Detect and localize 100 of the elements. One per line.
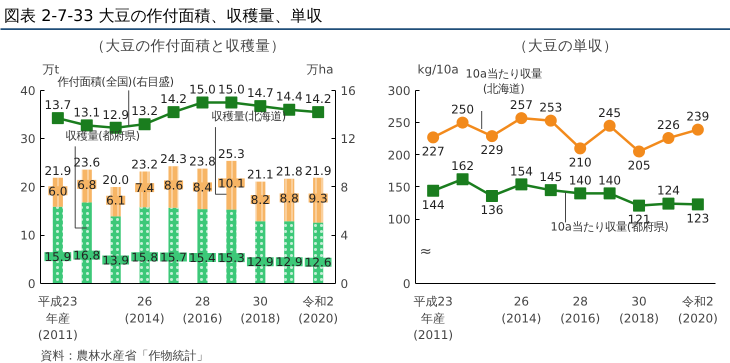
data-label: 140 — [598, 173, 622, 188]
y-tick-label: 10 — [20, 228, 36, 243]
data-label: 7.4 — [135, 181, 154, 196]
data-label: 14.4 — [276, 90, 303, 104]
data-label: 10.1 — [218, 176, 245, 190]
point — [225, 96, 238, 108]
y2-axis-title: 万ha — [306, 62, 334, 76]
point — [486, 190, 498, 202]
data-label: 124 — [656, 184, 680, 198]
point — [52, 112, 64, 124]
total-label: 21.1 — [246, 168, 274, 182]
point — [692, 124, 704, 136]
y-tick-label: 0 — [28, 277, 36, 291]
data-label: 13.9 — [102, 254, 130, 268]
data-label: 15.4 — [189, 250, 216, 265]
y-tick-label: 20 — [20, 180, 36, 194]
point — [312, 106, 324, 118]
data-label: 12.9 — [246, 255, 274, 270]
y-tick-label: 30 — [20, 132, 36, 146]
point — [196, 96, 208, 108]
total-label: 21.9 — [304, 164, 332, 178]
point — [515, 178, 528, 190]
data-label: 144 — [422, 198, 445, 212]
data-label: 8.6 — [164, 178, 184, 192]
data-label: 15.8 — [131, 250, 158, 264]
y-tick-label: 200 — [388, 148, 410, 162]
x-tick-label: 26 (2014) — [501, 294, 542, 326]
point — [692, 198, 704, 210]
data-label: 6.0 — [48, 184, 68, 198]
data-label: 14.7 — [246, 86, 274, 100]
data-label: 14.2 — [304, 92, 332, 106]
data-label: 140 — [568, 173, 592, 188]
point — [138, 118, 151, 130]
data-label: 227 — [422, 144, 445, 158]
total-label: 25.3 — [218, 146, 245, 161]
point — [633, 200, 646, 212]
y-tick-label: 250 — [388, 116, 410, 130]
point — [544, 184, 557, 196]
data-label: 9.3 — [308, 191, 328, 206]
data-label: 13.1 — [73, 105, 100, 120]
data-label: 257 — [510, 98, 533, 112]
point — [633, 146, 646, 158]
x-tick-label: 30 (2018) — [619, 294, 659, 326]
y2-tick-label: 8 — [340, 180, 348, 194]
data-label: 8.2 — [250, 192, 270, 207]
y-tick-label: 100 — [388, 212, 410, 227]
total-label: 20.0 — [102, 172, 130, 187]
y-tick-label: 300 — [388, 84, 410, 98]
y2-tick-label: 12 — [340, 132, 356, 146]
chart-title: （大豆の単収） — [513, 38, 618, 54]
x-tick-label: 28 (2016) — [560, 294, 600, 326]
data-label: 154 — [510, 164, 533, 178]
data-label: 205 — [628, 158, 650, 173]
text: 資料：農林水産省「作物統計」 — [40, 348, 208, 362]
annotation: ≈ — [420, 242, 432, 260]
data-label: 15.7 — [160, 250, 187, 264]
point — [515, 112, 528, 124]
chart-title: 図表 2-7-33 大豆の作付面積、収穫量、単収 — [4, 6, 323, 25]
series-label: 10a当たり収量 (北海道) — [466, 66, 542, 96]
data-label: 123 — [686, 211, 710, 226]
y-tick-label: 40 — [20, 84, 36, 98]
y-tick-label: 0 — [402, 277, 411, 291]
data-label: 12.9 — [276, 255, 303, 270]
x-tick-label: 平成23 年産 (2011) — [413, 294, 454, 342]
data-label: 8.4 — [192, 180, 212, 194]
point — [456, 173, 469, 186]
point — [662, 132, 674, 144]
data-label: 229 — [480, 143, 504, 158]
data-label: 14.2 — [160, 92, 187, 106]
data-label: 226 — [656, 118, 680, 132]
data-label: 15.3 — [218, 251, 245, 266]
point — [604, 187, 616, 200]
point — [574, 142, 586, 154]
data-label: 253 — [539, 100, 562, 115]
data-label: 8.8 — [280, 191, 299, 206]
y-axis-title: 万t — [42, 62, 60, 76]
x-tick-label: 26 (2014) — [124, 294, 165, 326]
point — [427, 131, 440, 144]
total-label: 23.8 — [189, 154, 216, 169]
data-label: 136 — [480, 202, 504, 217]
point — [604, 120, 616, 132]
data-label: 16.8 — [73, 248, 100, 263]
data-label: 250 — [451, 102, 474, 117]
data-label: 15.0 — [189, 82, 216, 96]
x-tick-label: 令和2 (2020) — [298, 294, 338, 326]
y-tick-label: 150 — [388, 180, 410, 194]
total-label: 23.2 — [131, 158, 158, 172]
point — [486, 130, 498, 142]
y2-tick-label: 0 — [340, 277, 348, 291]
data-label: 15.0 — [218, 82, 245, 96]
y-axis-title: kg/10a — [418, 62, 459, 76]
point — [427, 184, 440, 197]
total-label: 21.9 — [44, 164, 72, 178]
total-label: 21.8 — [276, 164, 303, 179]
x-tick-label: 平成23 年産 (2011) — [38, 294, 78, 342]
data-label: 210 — [568, 155, 592, 170]
point — [662, 198, 674, 210]
data-label: 13.7 — [44, 98, 72, 112]
chart-subtitle: （大豆の作付面積と収穫量） — [90, 38, 286, 54]
data-label: 13.2 — [131, 104, 158, 118]
